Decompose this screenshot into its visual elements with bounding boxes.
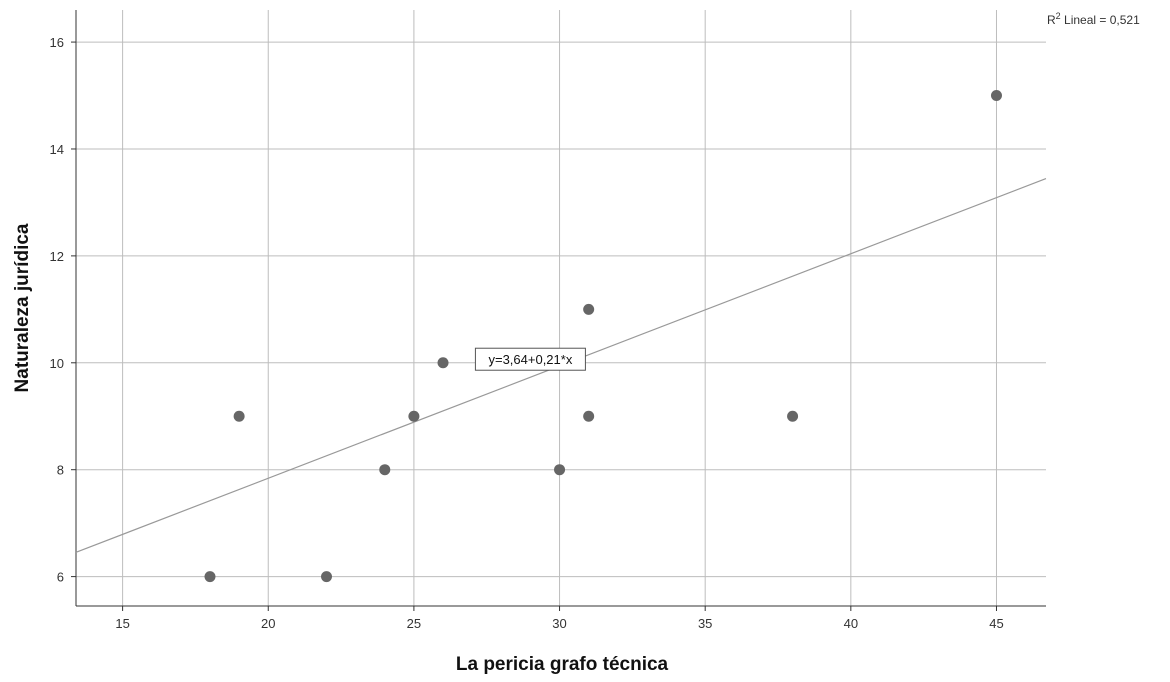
- data-point: [583, 303, 595, 315]
- x-tick-label: 45: [989, 616, 1003, 631]
- data-points: [204, 90, 1002, 583]
- x-tick-label: 15: [115, 616, 129, 631]
- data-point: [204, 571, 216, 583]
- x-tick-label: 30: [552, 616, 566, 631]
- y-tick-label: 10: [50, 356, 64, 371]
- y-tick-label: 12: [50, 249, 64, 264]
- y-tick-label: 16: [50, 35, 64, 50]
- grid-lines: [76, 10, 1046, 606]
- x-tick-label: 20: [261, 616, 275, 631]
- regression-equation-label: y=3,64+0,21*x: [488, 352, 572, 367]
- x-tick-label: 40: [844, 616, 858, 631]
- data-point: [787, 410, 799, 422]
- r-squared-label-suffix: Lineal = 0,521: [1061, 13, 1140, 27]
- r-squared-label-superscript: 2: [1056, 11, 1061, 21]
- data-point: [379, 464, 391, 476]
- y-axis-title: Naturaleza jurídica: [12, 223, 33, 392]
- axes: [75, 10, 1046, 607]
- data-point: [437, 357, 449, 369]
- data-point: [321, 571, 333, 583]
- r-squared-label: R2 Lineal = 0,521: [1047, 11, 1140, 27]
- y-axis-ticks: 6 8 10 12 14 16: [50, 35, 76, 585]
- x-tick-label: 25: [407, 616, 421, 631]
- regression-equation-box: y=3,64+0,21*x: [474, 347, 586, 371]
- regression-equation-box-frame: [474, 347, 586, 371]
- data-point: [554, 464, 566, 476]
- x-tick-label: 35: [698, 616, 712, 631]
- y-tick-label: 14: [50, 142, 64, 157]
- x-axis-title: La pericia grafo técnica: [456, 654, 669, 675]
- y-tick-label: 6: [57, 570, 64, 585]
- y-tick-label: 8: [57, 463, 64, 478]
- r-squared-label-prefix: R: [1047, 13, 1056, 27]
- x-axis-ticks: 15 20 25 30 35 40 45: [115, 606, 1004, 631]
- data-point: [990, 90, 1002, 102]
- data-point: [408, 410, 420, 422]
- data-point: [233, 410, 245, 422]
- data-point: [583, 410, 595, 422]
